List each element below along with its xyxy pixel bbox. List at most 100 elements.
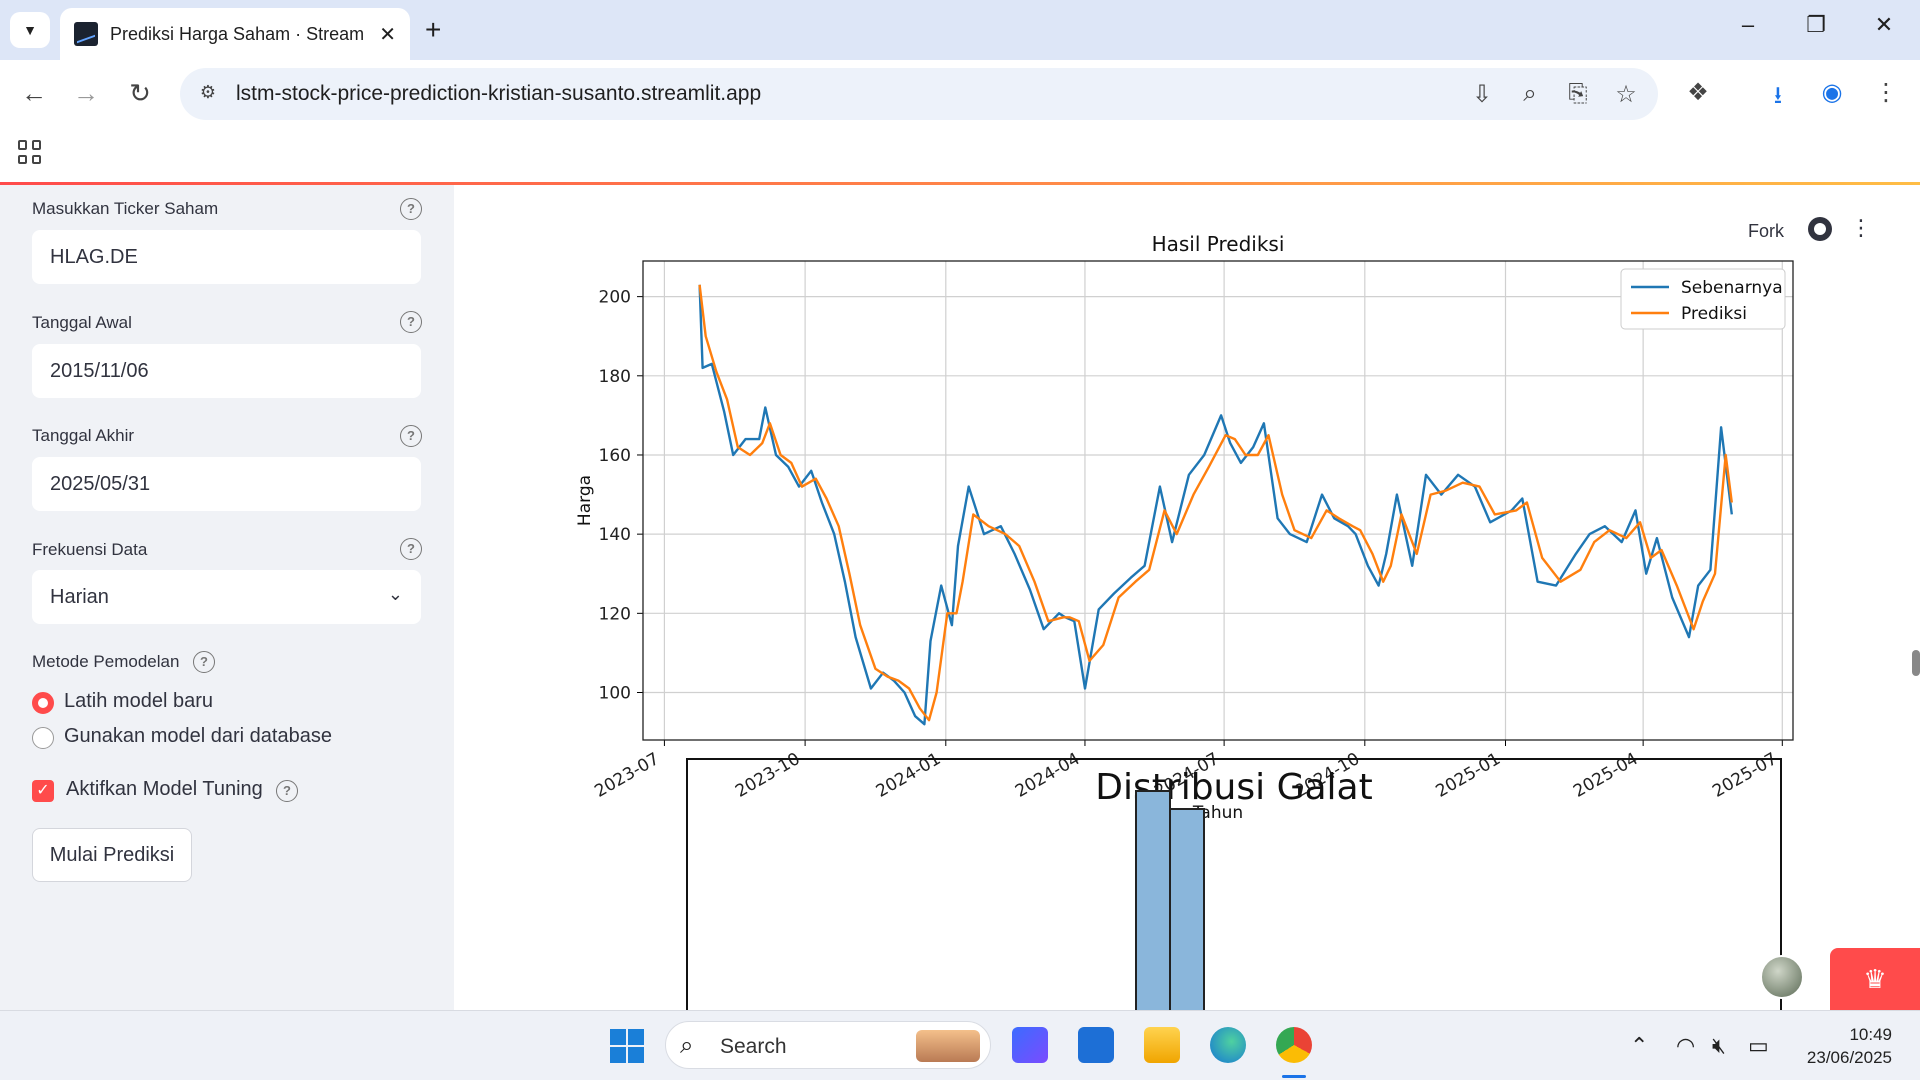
- plot-frame: [642, 260, 1794, 741]
- active-app-indicator: [1282, 1075, 1306, 1078]
- restore-icon[interactable]: ❐: [1806, 12, 1826, 37]
- clock-date: 23/06/2025: [1806, 1048, 1892, 1067]
- extensions-icon[interactable]: ❖: [1687, 79, 1709, 106]
- new-tab-button[interactable]: +: [425, 14, 442, 45]
- ticker-label: Masukkan Ticker Saham: [32, 199, 219, 218]
- tab-title: Prediksi Harga Saham · Streamlit: [110, 23, 365, 44]
- sidebar: Masukkan Ticker Saham ? HLAG.DE Tanggal …: [0, 185, 454, 1010]
- back-arrow-icon[interactable]: ←: [21, 78, 47, 108]
- y-axis-label: Harga: [575, 475, 595, 526]
- apps-grid-icon[interactable]: [18, 140, 42, 164]
- chart2-bar: [1169, 808, 1205, 1010]
- help-icon[interactable]: ?: [276, 780, 298, 802]
- prediction-chart: 2023-07 2023-10 2024-01 2024-04 2024-07 2024-…: [575, 232, 1794, 1010]
- frequency-label: Frekuensi Data: [32, 540, 148, 559]
- search-icon: ⌕: [680, 1032, 694, 1059]
- x-tick-label: 2025-04: [1570, 749, 1642, 802]
- y-tick-label: 140: [599, 525, 631, 545]
- mute-icon[interactable]: 🔇︎: [1712, 1033, 1726, 1058]
- radio-database-model[interactable]: [32, 727, 54, 749]
- ticker-input[interactable]: HLAG.DE: [32, 230, 421, 284]
- close-icon[interactable]: ✕: [379, 23, 396, 46]
- frequency-value: Harian: [50, 586, 109, 608]
- radio-database-model-label[interactable]: Gunakan model dari database: [64, 725, 332, 747]
- x-tick-label: 2024-04: [1012, 749, 1084, 802]
- windows-taskbar: ⌕ Search ⌃ ◠ 🔇︎ ▭ 10:49 23/06/2025: [0, 1010, 1920, 1080]
- scrollbar-thumb[interactable]: [1912, 650, 1920, 676]
- x-tick-label: 2025-07: [1709, 749, 1781, 802]
- windows-start-icon[interactable]: [610, 1029, 644, 1063]
- bookmark-star-icon[interactable]: ☆: [1615, 81, 1637, 108]
- app-icon[interactable]: [1012, 1027, 1048, 1063]
- radio-new-model-label[interactable]: Latih model baru: [64, 690, 213, 712]
- save-page-icon[interactable]: ⎘: [1568, 80, 1588, 107]
- app-menu-icon[interactable]: ⋮: [1850, 215, 1872, 240]
- help-icon[interactable]: ?: [400, 425, 422, 447]
- chrome-icon[interactable]: [1276, 1027, 1312, 1063]
- active-tab[interactable]: Prediksi Harga Saham · Streamlit ✕: [60, 8, 410, 60]
- y-tick-label: 200: [599, 288, 631, 308]
- clock-time: 10:49: [1849, 1025, 1892, 1044]
- github-icon[interactable]: [1808, 217, 1832, 241]
- window-close-icon[interactable]: ✕: [1874, 12, 1894, 37]
- legend-label: Sebenarnya: [1681, 278, 1783, 298]
- start-date-label: Tanggal Awal: [32, 313, 132, 332]
- file-explorer-icon[interactable]: [1144, 1027, 1180, 1063]
- url-text[interactable]: lstm-stock-price-prediction-kristian-sus…: [236, 82, 762, 105]
- start-date-input[interactable]: 2015/11/06: [32, 344, 421, 398]
- store-icon[interactable]: [1078, 1027, 1114, 1063]
- fork-link[interactable]: Fork: [1748, 221, 1784, 241]
- minimize-icon[interactable]: –: [1741, 12, 1755, 37]
- tab-strip: ▼ Prediksi Harga Saham · Streamlit ✕ + –…: [0, 0, 1920, 60]
- avatar[interactable]: [1760, 955, 1804, 999]
- main-content: Fork ⋮ 2023-07 2023-10 2024-01 2024-04 2024-…: [454, 185, 1920, 1010]
- radio-new-model[interactable]: [32, 692, 54, 714]
- help-icon[interactable]: ?: [400, 311, 422, 333]
- edge-icon[interactable]: [1210, 1027, 1246, 1063]
- battery-icon[interactable]: ▭: [1748, 1033, 1769, 1058]
- x-tick-label: 2024-01: [873, 749, 945, 802]
- end-date-input[interactable]: 2025/05/31: [32, 457, 421, 511]
- y-tick-label: 160: [599, 446, 631, 466]
- chevron-up-icon[interactable]: ⌃: [1630, 1033, 1649, 1058]
- reload-icon[interactable]: ↻: [129, 78, 151, 108]
- method-label: Metode Pemodelan: [32, 652, 180, 671]
- search-highlight-image: [916, 1030, 980, 1062]
- browser-menu-icon[interactable]: ⋮: [1874, 79, 1898, 106]
- address-bar[interactable]: ⚙ lstm-stock-price-prediction-kristian-s…: [180, 68, 1658, 120]
- install-app-icon[interactable]: ⇩: [1471, 81, 1493, 108]
- help-icon[interactable]: ?: [193, 651, 215, 673]
- x-tick-label: 2023-07: [591, 749, 663, 802]
- x-tick-label: 2025-01: [1432, 749, 1504, 802]
- legend: Sebenarnya Prediksi: [1620, 268, 1786, 330]
- site-info-icon[interactable]: ⚙: [199, 82, 217, 102]
- x-tick-label: 2023-10: [732, 749, 804, 802]
- wifi-icon[interactable]: ◠: [1676, 1033, 1696, 1058]
- taskbar-search-text: Search: [720, 1035, 787, 1058]
- y-tick-label: 100: [599, 683, 631, 703]
- y-tick-label: 120: [599, 604, 631, 624]
- chart-title: Hasil Prediksi: [1152, 232, 1285, 256]
- clock[interactable]: 10:49 23/06/2025: [1792, 1023, 1892, 1069]
- zoom-icon[interactable]: ⌕: [1523, 80, 1537, 107]
- legend-label: Prediksi: [1681, 304, 1747, 324]
- chevron-down-icon: ⌄: [387, 584, 403, 604]
- chart2-frame: [686, 758, 1782, 1010]
- taskbar-search[interactable]: ⌕ Search: [665, 1021, 991, 1069]
- bookmarks-bar: [0, 128, 1920, 182]
- help-icon[interactable]: ?: [400, 538, 422, 560]
- tuning-checkbox-label[interactable]: Aktifkan Model Tuning: [66, 778, 263, 800]
- crown-icon[interactable]: ♛: [1830, 948, 1920, 1010]
- help-icon[interactable]: ?: [400, 198, 422, 220]
- end-date-label: Tanggal Akhir: [32, 426, 135, 445]
- downloads-icon[interactable]: ⭳: [1773, 82, 1783, 109]
- tuning-checkbox[interactable]: ✓: [32, 780, 54, 802]
- series-line-prediksi: [698, 284, 1733, 722]
- forward-arrow-icon[interactable]: →: [73, 78, 99, 108]
- start-prediction-button[interactable]: Mulai Prediksi: [32, 828, 192, 882]
- chart2-bar: [1135, 790, 1171, 1010]
- browser-chrome: ▼ Prediksi Harga Saham · Streamlit ✕ + –…: [0, 0, 1920, 185]
- frequency-select[interactable]: Harian ⌄: [32, 570, 421, 624]
- profile-icon[interactable]: ◉: [1821, 79, 1843, 106]
- tab-search-button[interactable]: ▼: [10, 12, 50, 48]
